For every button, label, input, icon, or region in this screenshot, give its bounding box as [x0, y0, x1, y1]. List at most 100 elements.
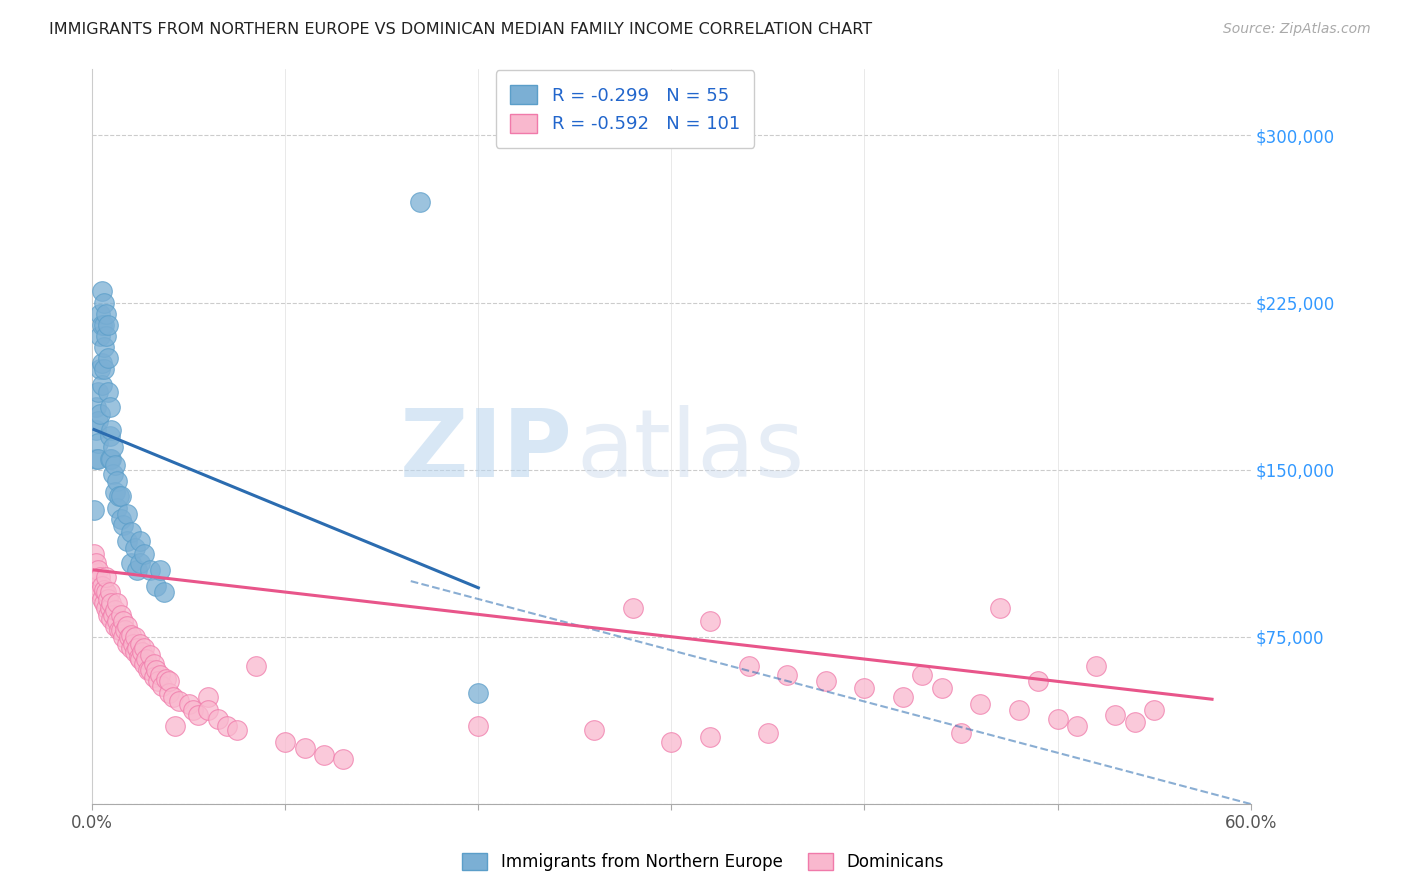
Point	[181, 703, 204, 717]
Point	[97, 318, 120, 332]
Point	[89, 329, 111, 343]
Point	[84, 556, 107, 570]
Point	[100, 596, 122, 610]
Point	[120, 627, 142, 641]
Point	[87, 563, 110, 577]
Point	[98, 600, 121, 615]
Point	[467, 719, 489, 733]
Point	[90, 591, 112, 606]
Point	[94, 329, 117, 343]
Point	[105, 474, 128, 488]
Point	[814, 674, 837, 689]
Point	[152, 585, 174, 599]
Point	[84, 451, 107, 466]
Point	[104, 458, 127, 473]
Point	[1104, 707, 1126, 722]
Point	[100, 612, 122, 626]
Point	[104, 603, 127, 617]
Point	[157, 674, 180, 689]
Point	[87, 578, 110, 592]
Point	[97, 351, 120, 366]
Point	[115, 636, 138, 650]
Point	[83, 547, 105, 561]
Point	[97, 607, 120, 622]
Point	[853, 681, 876, 695]
Point	[134, 547, 156, 561]
Point	[110, 490, 132, 504]
Point	[150, 679, 173, 693]
Point	[467, 685, 489, 699]
Text: Source: ZipAtlas.com: Source: ZipAtlas.com	[1223, 22, 1371, 37]
Point	[94, 307, 117, 321]
Point	[245, 658, 267, 673]
Point	[139, 663, 162, 677]
Point	[100, 423, 122, 437]
Point	[583, 723, 606, 738]
Point	[87, 436, 110, 450]
Point	[90, 578, 112, 592]
Point	[84, 423, 107, 437]
Point	[332, 752, 354, 766]
Point	[1085, 658, 1108, 673]
Legend: R = -0.299   N = 55, R = -0.592   N = 101: R = -0.299 N = 55, R = -0.592 N = 101	[496, 70, 755, 148]
Point	[969, 697, 991, 711]
Point	[197, 703, 219, 717]
Point	[115, 534, 138, 549]
Point	[621, 600, 644, 615]
Point	[226, 723, 249, 738]
Point	[911, 667, 934, 681]
Point	[165, 719, 187, 733]
Point	[1026, 674, 1049, 689]
Point	[312, 747, 335, 762]
Point	[115, 508, 138, 522]
Point	[98, 451, 121, 466]
Point	[94, 569, 117, 583]
Text: IMMIGRANTS FROM NORTHERN EUROPE VS DOMINICAN MEDIAN FAMILY INCOME CORRELATION CH: IMMIGRANTS FROM NORTHERN EUROPE VS DOMIN…	[49, 22, 872, 37]
Point	[90, 378, 112, 392]
Point	[93, 596, 115, 610]
Point	[1008, 703, 1031, 717]
Point	[128, 649, 150, 664]
Point	[84, 401, 107, 415]
Point	[149, 667, 172, 681]
Point	[98, 401, 121, 415]
Point	[197, 690, 219, 704]
Point	[699, 614, 721, 628]
Point	[93, 362, 115, 376]
Point	[129, 556, 152, 570]
Point	[274, 734, 297, 748]
Point	[87, 451, 110, 466]
Point	[155, 672, 177, 686]
Point	[93, 340, 115, 354]
Point	[124, 541, 146, 555]
Point	[94, 600, 117, 615]
Point	[90, 356, 112, 370]
Point	[84, 574, 107, 588]
Point	[90, 285, 112, 299]
Point	[110, 623, 132, 637]
Point	[217, 719, 239, 733]
Point	[104, 618, 127, 632]
Point	[83, 503, 105, 517]
Point	[98, 585, 121, 599]
Point	[94, 585, 117, 599]
Point	[134, 640, 156, 655]
Point	[108, 490, 131, 504]
Point	[1066, 719, 1088, 733]
Point	[112, 614, 135, 628]
Point	[776, 667, 799, 681]
Point	[108, 623, 131, 637]
Point	[135, 652, 157, 666]
Point	[737, 658, 759, 673]
Point	[112, 518, 135, 533]
Point	[93, 582, 115, 597]
Point	[145, 663, 167, 677]
Point	[121, 636, 143, 650]
Point	[756, 725, 779, 739]
Point	[294, 741, 316, 756]
Point	[661, 734, 683, 748]
Point	[157, 685, 180, 699]
Text: ZIP: ZIP	[401, 405, 572, 497]
Point	[1046, 712, 1069, 726]
Point	[988, 600, 1011, 615]
